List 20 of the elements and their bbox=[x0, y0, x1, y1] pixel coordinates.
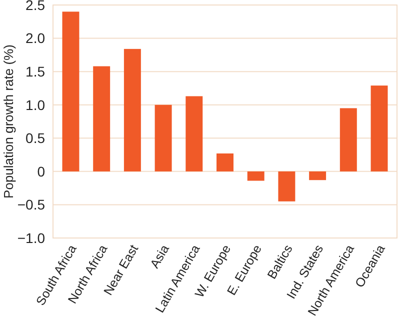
bar bbox=[186, 96, 203, 172]
bar bbox=[278, 171, 296, 202]
bar bbox=[247, 171, 264, 181]
y-tick-label: 0.5 bbox=[26, 130, 46, 146]
y-tick-label: 1.0 bbox=[26, 96, 46, 113]
bar bbox=[62, 12, 80, 172]
bar bbox=[340, 108, 357, 172]
y-tick-label: 2.0 bbox=[26, 30, 46, 46]
y-axis-title: Population growth rate (%) bbox=[1, 44, 16, 198]
y-tick-label: 2.5 bbox=[26, 0, 46, 13]
y-tick-label: −0.5 bbox=[17, 196, 46, 213]
y-tick-label: 1.5 bbox=[26, 63, 46, 80]
y-tick-label: 0 bbox=[37, 163, 46, 180]
y-tick-label: −1.0 bbox=[17, 230, 46, 246]
bar bbox=[370, 86, 388, 172]
bar bbox=[124, 48, 141, 172]
bar bbox=[309, 171, 326, 180]
bar bbox=[216, 153, 234, 172]
bar bbox=[93, 66, 110, 172]
bar bbox=[154, 104, 172, 172]
